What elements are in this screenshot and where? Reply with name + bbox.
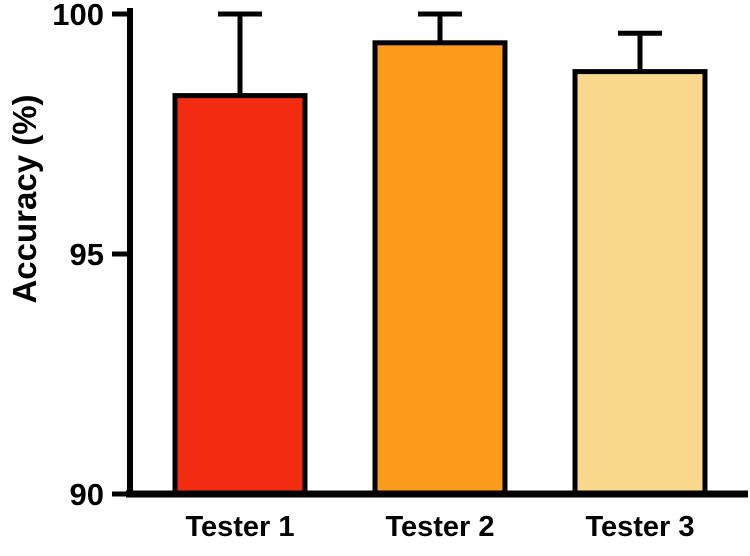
bar-2 (372, 40, 508, 497)
y-tick-label: 95 (70, 237, 104, 272)
y-axis-label: Accuracy (%) (6, 94, 43, 303)
y-tick-label: 100 (52, 0, 104, 32)
y-tick-label: 90 (70, 477, 104, 512)
bar-3 (572, 69, 708, 497)
x-category-label: Tester 1 (185, 511, 294, 543)
x-category-label: Tester 3 (585, 511, 694, 543)
bar-1 (172, 93, 308, 497)
x-category-label: Tester 2 (385, 511, 494, 543)
